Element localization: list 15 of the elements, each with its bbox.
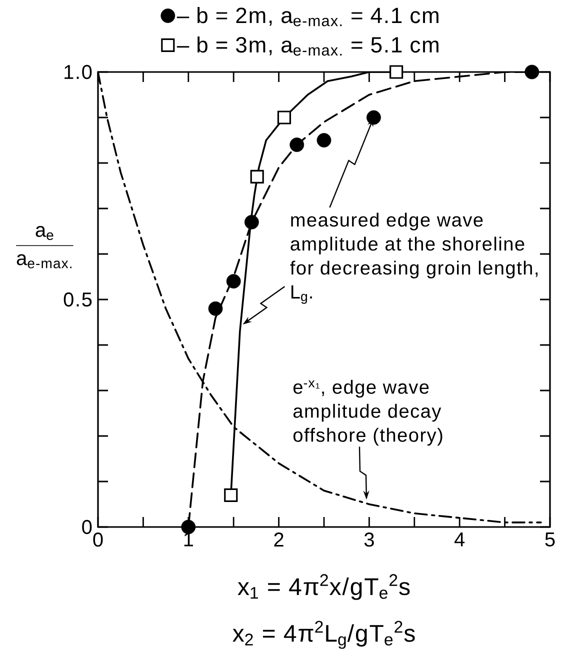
legend-label: – b = 2m, a$_{e-max.}$ = 4.1 cm <box>176 7 438 26</box>
annotation: e$^{-x₁}$, edge wave amplitude decay offshore (theory) <box>293 380 442 446</box>
legend-label: – b = 3m, a$_{e-max.}$ = 5.1 cm <box>176 36 438 56</box>
y-tick-label: 0 <box>82 520 92 534</box>
x-axis-title: x$_{1}$ = 4π$^{2}$x/gT$_{e}$$^{2}$s <box>238 574 410 600</box>
y-axis-title: $\frac{\text{a}_{\text{e}}}{\text{a}_{\text{e-max.}}}$ <box>16 226 74 268</box>
annotation: measured edge wave amplitude at the shoreline for decreasing groin length, L$_{g}$. <box>290 212 538 304</box>
y-tick-label: 1.0 <box>64 64 92 80</box>
x-tick-label: 0 <box>93 532 103 547</box>
x-tick-label: 5 <box>545 532 555 546</box>
y-tick-label: 0.5 <box>64 292 92 307</box>
x-tick-label: 3 <box>364 532 374 547</box>
x-tick-label: 2 <box>274 532 284 546</box>
text: x$_{2}$ = 4π$^{2}$L$_{g}$/gT$_{e}$$^{2}$s <box>232 620 415 649</box>
x-tick-label: 4 <box>454 532 465 546</box>
